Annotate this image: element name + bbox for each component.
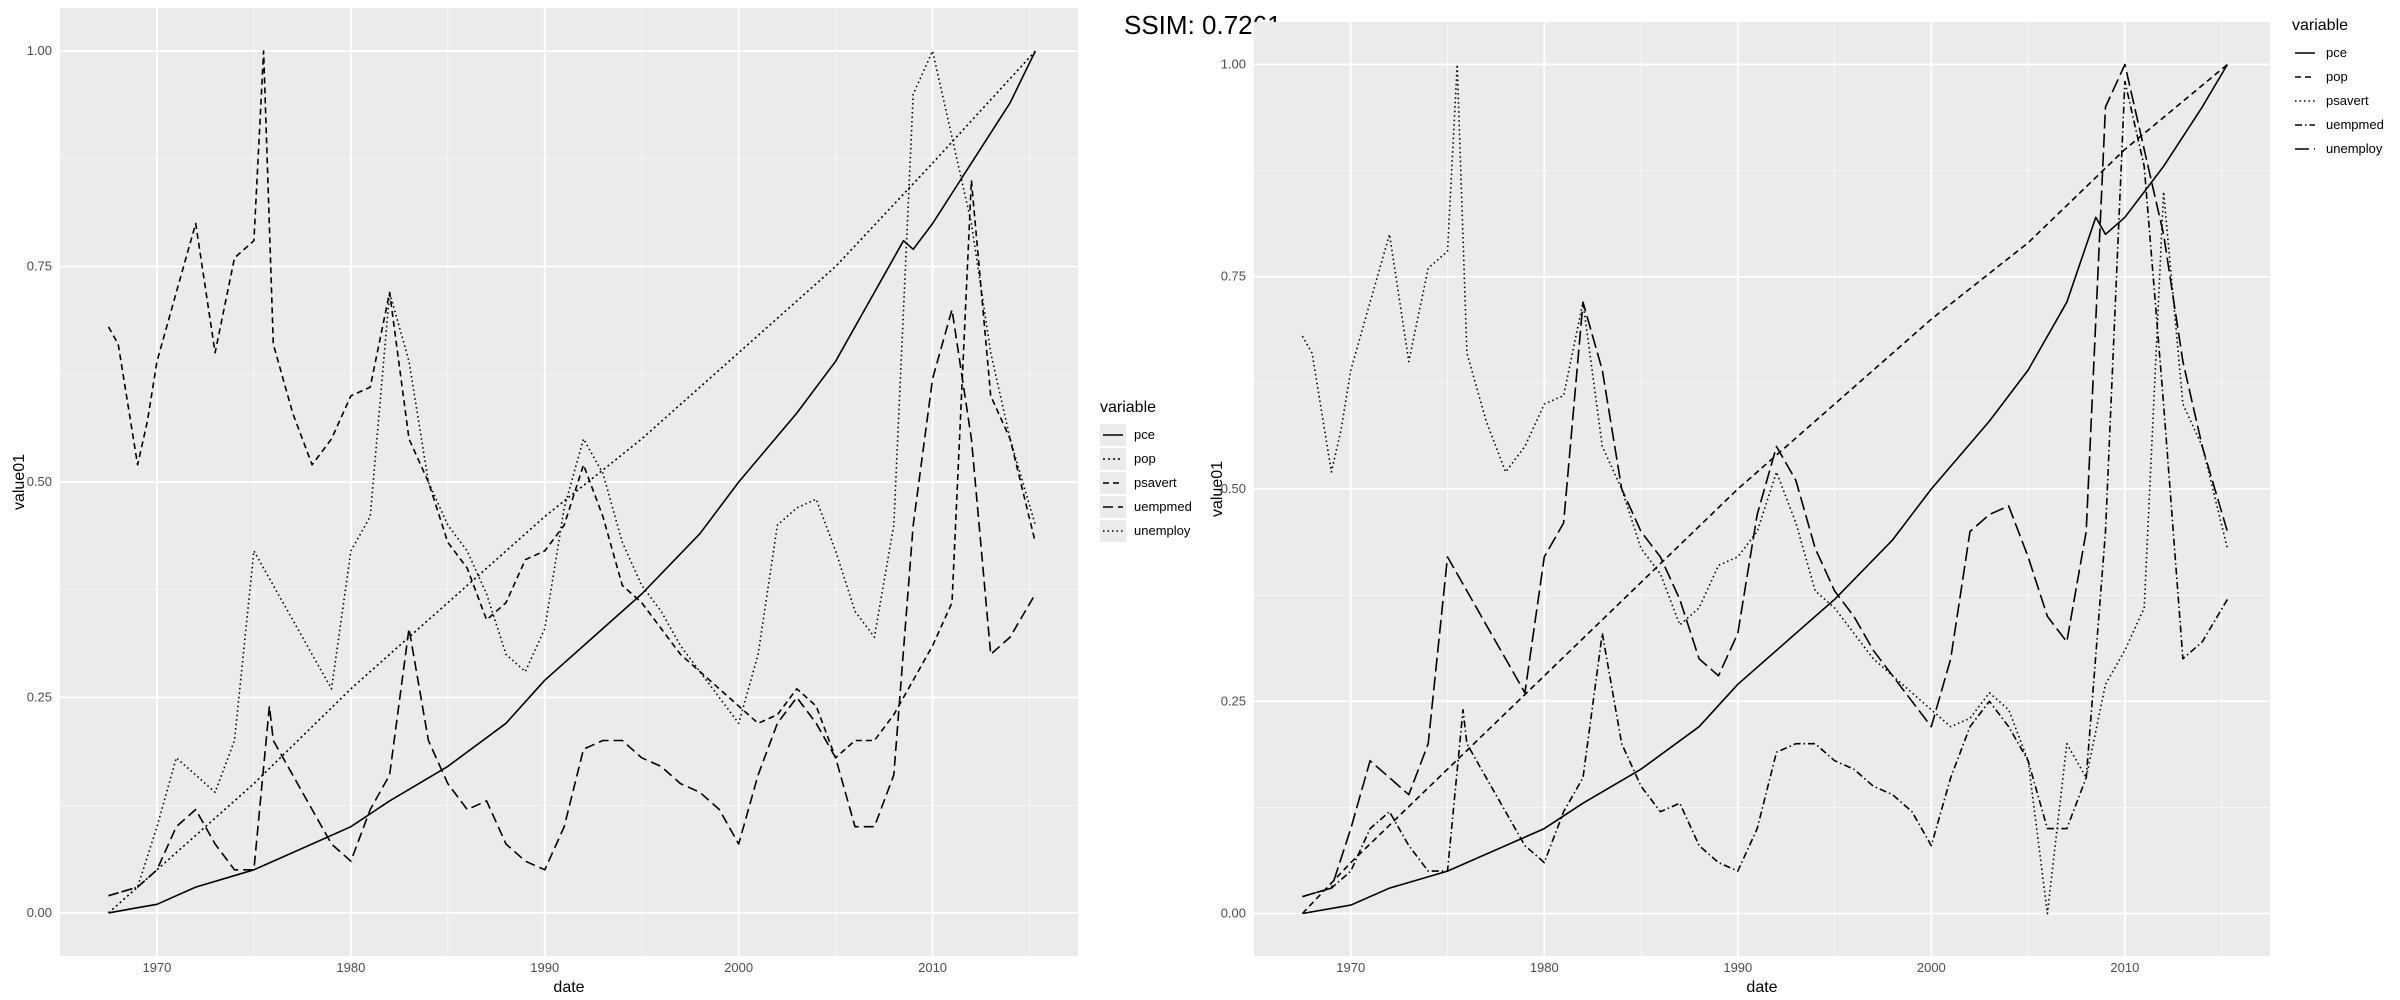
series-line-pop xyxy=(107,50,1036,914)
legend: variable pce pop psavert uempmed unemploy xyxy=(1100,399,1192,542)
legend-label-pce: pce xyxy=(1134,427,1155,442)
chart-right: 0.00 0.25 0.50 0.75 1.00 1970 1980 1990 2000 2010… xyxy=(1209,17,2384,996)
legend-label-unemploy: unemploy xyxy=(1134,523,1191,538)
y-axis-title: value01 xyxy=(1209,461,1226,517)
series-line-unemploy xyxy=(1302,63,2229,898)
legend-label-psavert: psavert xyxy=(2326,93,2369,108)
x-axis-title: date xyxy=(553,979,584,996)
legend-label-pce: pce xyxy=(2326,45,2347,60)
x-tick-label: 2010 xyxy=(918,960,947,975)
x-tick-label: 1970 xyxy=(142,960,171,975)
legend-label-uempmed: uempmed xyxy=(2326,117,2384,132)
series-line-pce xyxy=(108,50,1037,914)
series-line-uempmed xyxy=(108,308,1036,897)
y-axis-title: value01 xyxy=(11,454,28,510)
legend-label-pop: pop xyxy=(1134,451,1156,466)
y-tick-label: 0.00 xyxy=(1221,906,1246,921)
series-line-pce xyxy=(1302,64,2229,915)
legend-label-pop: pop xyxy=(2326,69,2348,84)
y-tick-label: 0.75 xyxy=(1221,269,1246,284)
y-tick-label: 0.50 xyxy=(1221,481,1246,496)
x-axis-title: date xyxy=(1746,979,1777,996)
x-tick-label: 1980 xyxy=(336,960,365,975)
legend-title: variable xyxy=(2292,17,2348,34)
x-tick-label: 2000 xyxy=(724,960,753,975)
y-tick-label: 0.50 xyxy=(27,474,52,489)
legend-label-unemploy: unemploy xyxy=(2326,141,2383,156)
y-tick-label: 1.00 xyxy=(1221,56,1246,71)
y-tick-label: 0.25 xyxy=(27,689,52,704)
x-tick-label: 1990 xyxy=(1723,960,1752,975)
y-tick-label: 1.00 xyxy=(27,43,52,58)
legend: variable pce pop psavert uempmed unemploy xyxy=(2292,17,2384,156)
y-tick-label: 0.75 xyxy=(27,259,52,274)
chart-left: 0.00 0.25 0.50 0.75 1.00 1970 1980 1990 2000 2010… xyxy=(11,8,1192,996)
legend-label-uempmed: uempmed xyxy=(1134,499,1192,514)
series-line-psavert xyxy=(107,50,1037,759)
series-line-pop xyxy=(1301,63,2228,915)
series-line-unemploy xyxy=(108,50,1037,897)
series-line-psavert xyxy=(1301,63,2229,915)
legend-label-psavert: psavert xyxy=(1134,475,1177,490)
y-tick-label: 0.25 xyxy=(1221,693,1246,708)
legend-title: variable xyxy=(1100,399,1156,416)
x-tick-label: 1970 xyxy=(1336,960,1365,975)
x-tick-label: 2010 xyxy=(2110,960,2139,975)
x-tick-label: 2000 xyxy=(1917,960,1946,975)
x-tick-label: 1990 xyxy=(530,960,559,975)
y-tick-label: 0.00 xyxy=(27,905,52,920)
series-line-uempmed xyxy=(1302,80,2229,898)
x-tick-label: 1980 xyxy=(1530,960,1559,975)
